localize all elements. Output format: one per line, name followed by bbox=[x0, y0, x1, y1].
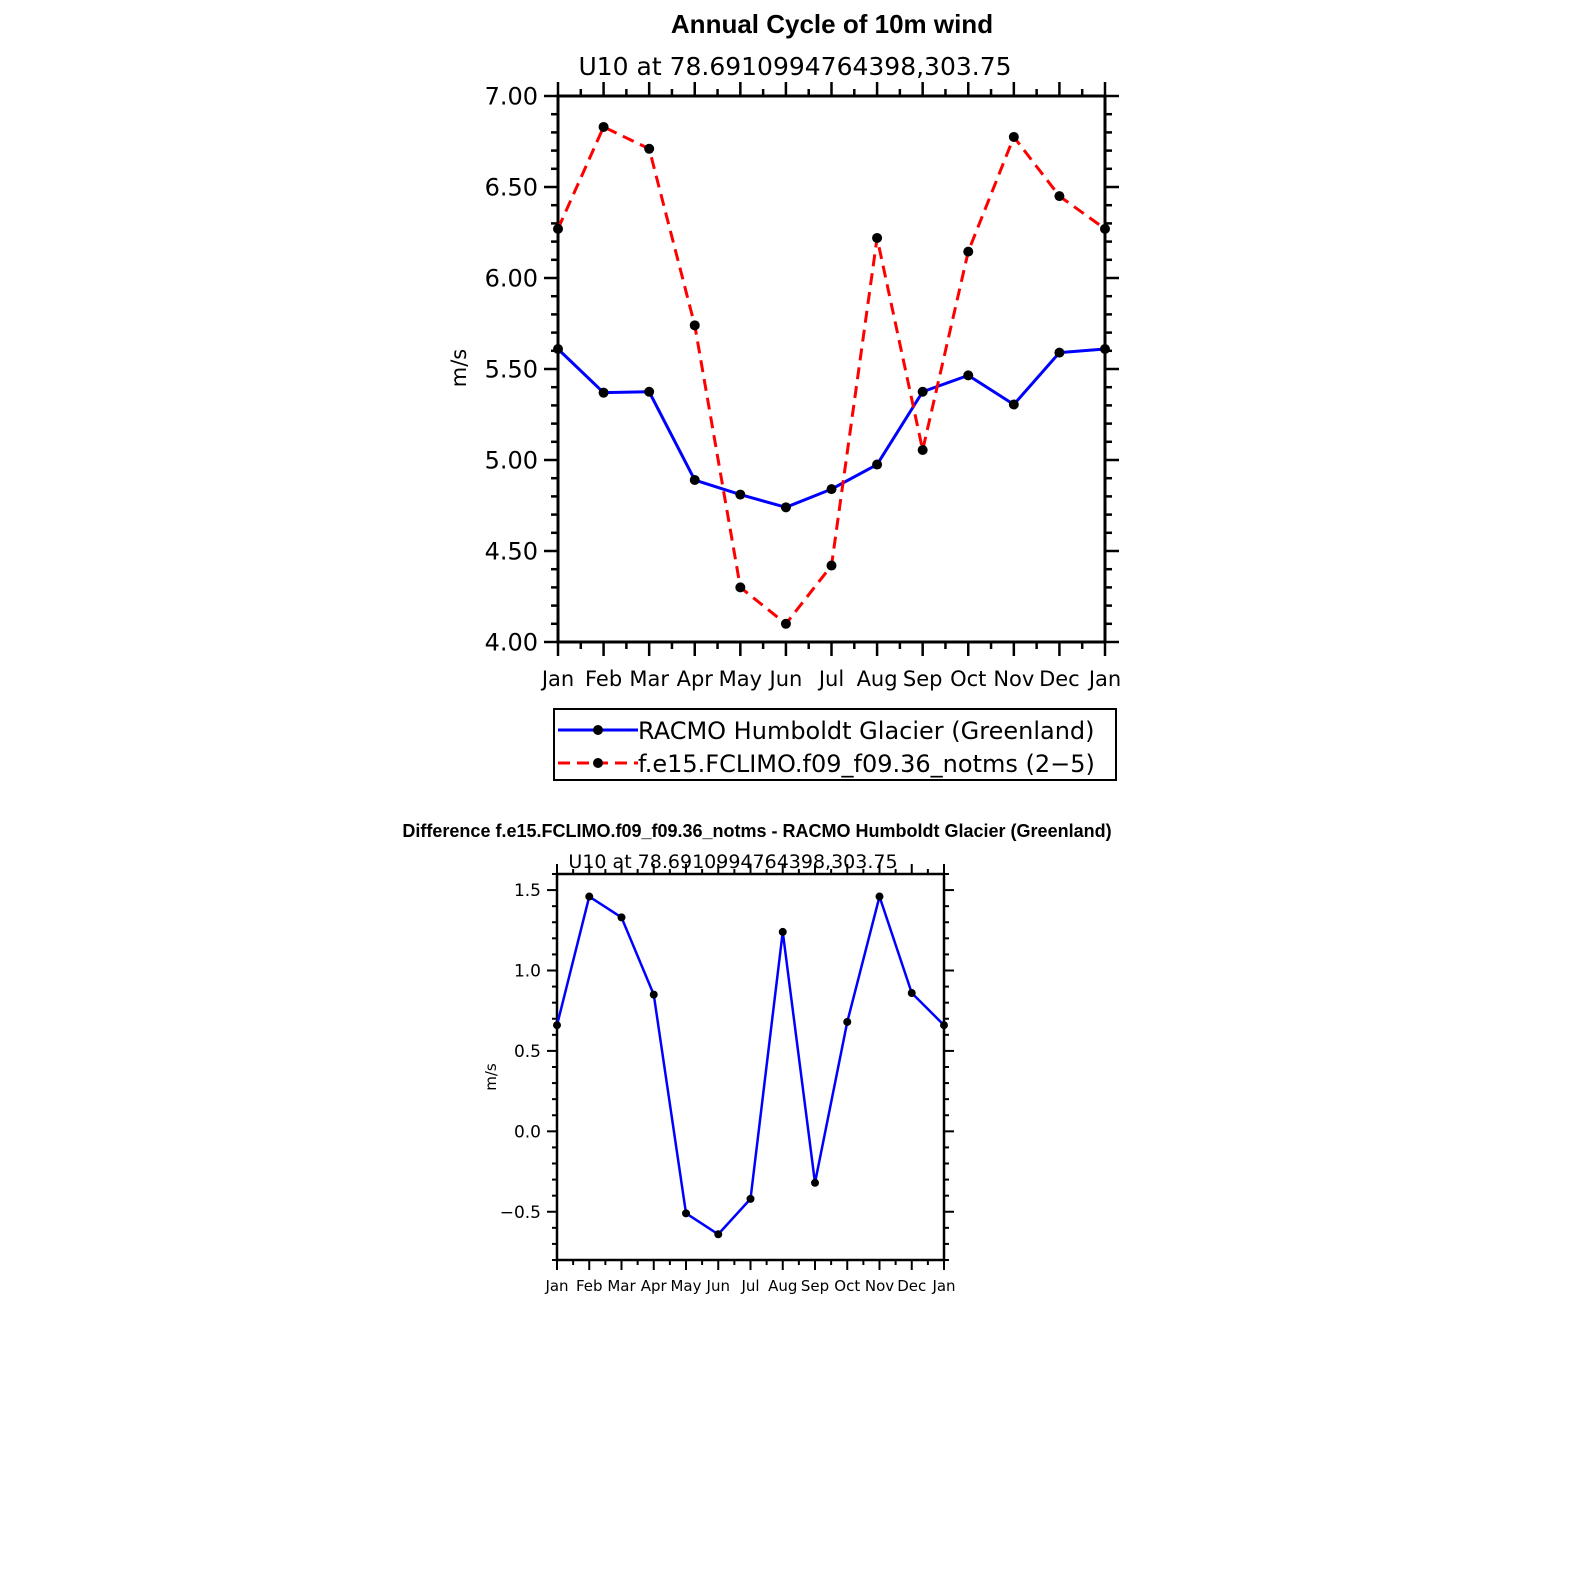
chart1-ytick-label: 4.00 bbox=[485, 629, 538, 657]
chart2-series-1-point bbox=[617, 913, 626, 922]
chart2-plot: Jan Feb Mar Apr May Jun Jul Aug Sep Oct Nov Dec Jan −… bbox=[500, 864, 956, 1295]
chart1-xtick-label: Jul bbox=[817, 667, 844, 691]
chart1-series-2-point bbox=[1054, 191, 1065, 202]
chart2-title: Difference f.e15.FCLIMO.f09_f09.36_notms… bbox=[402, 821, 1111, 841]
chart1-xtick-label: Apr bbox=[677, 667, 714, 691]
chart1-series-1-point bbox=[872, 459, 883, 470]
chart1-xtick-label: Mar bbox=[629, 667, 669, 691]
chart2-series-1-point bbox=[746, 1194, 755, 1203]
chart2-xtick-label: Jan bbox=[931, 1277, 955, 1295]
chart2-series-1-line bbox=[555, 895, 945, 1236]
chart1-xtick-label: Jan bbox=[1087, 667, 1121, 691]
chart2-series-1-point bbox=[585, 892, 594, 901]
chart2-series-1-point bbox=[843, 1017, 852, 1026]
chart1-series-1-point bbox=[1054, 347, 1065, 358]
chart1-xtick-label: Jun bbox=[768, 667, 803, 691]
chart2-series-1-point bbox=[907, 989, 916, 998]
chart1-series-2-point bbox=[1100, 223, 1110, 234]
chart1-ytick-label: 6.50 bbox=[485, 174, 538, 202]
chart1-xtick-label: Sep bbox=[903, 667, 943, 691]
chart1-plot: Jan Feb Mar Apr May Jun Jul Aug Sep Oct Nov Dec Jan4… bbox=[485, 82, 1121, 691]
legend-label-series1: RACMO Humboldt Glacier (Greenland) bbox=[638, 717, 1095, 745]
chart1-series-2-point bbox=[689, 320, 700, 331]
chart2-xtick-label: Sep bbox=[801, 1277, 829, 1295]
chart1-xtick-label: May bbox=[719, 667, 762, 691]
chart1-series-1-point bbox=[735, 489, 746, 500]
chart1-ytick-label: 4.50 bbox=[485, 538, 538, 566]
chart1-xtick-label: Feb bbox=[585, 667, 622, 691]
chart1-ytick-label: 7.00 bbox=[485, 83, 538, 111]
chart2-xtick-label: Apr bbox=[641, 1277, 668, 1295]
chart1-xtick-label: Jan bbox=[540, 667, 574, 691]
chart2-ytick-label: 0.0 bbox=[514, 1122, 541, 1142]
chart1-legend: RACMO Humboldt Glacier (Greenland) f.e15… bbox=[553, 708, 1117, 781]
chart1-series-1-point bbox=[644, 386, 655, 397]
chart2-ytick-label: 1.5 bbox=[514, 881, 541, 901]
chart2-series-1-point bbox=[875, 892, 884, 901]
chart1-series-2-point bbox=[644, 143, 655, 154]
chart1-series-1-point bbox=[689, 475, 700, 486]
chart2-series-1-point bbox=[714, 1230, 723, 1239]
chart2-xtick-label: Mar bbox=[607, 1277, 636, 1295]
chart1-series-1-point bbox=[780, 502, 791, 513]
chart1-xtick-label: Nov bbox=[993, 667, 1034, 691]
chart1-subtitle: U10 at 78.6910994764398,303.75 bbox=[578, 52, 1011, 81]
chart1-xtick-label: Aug bbox=[857, 667, 898, 691]
chart2-series-1-point bbox=[811, 1178, 819, 1187]
chart2-ytick-label: 1.0 bbox=[514, 962, 541, 982]
chart1-series-2-point bbox=[553, 223, 563, 234]
chart2-series-1-point bbox=[553, 1021, 561, 1030]
chart1-series-1-point bbox=[1008, 399, 1019, 410]
chart1-series-2-point bbox=[598, 121, 609, 132]
chart2-ytick-label: −0.5 bbox=[500, 1203, 541, 1223]
chart2-ytick-label: 0.5 bbox=[514, 1042, 541, 1062]
chart2-series-1-point bbox=[649, 990, 658, 999]
chart1-xtick-label: Oct bbox=[950, 667, 986, 691]
chart1-series-2-line bbox=[556, 125, 1106, 626]
chart1-series-1-point bbox=[917, 386, 928, 397]
chart1-series-1-point bbox=[963, 370, 974, 381]
legend-box bbox=[553, 708, 1117, 781]
chart2-series-1-point bbox=[682, 1209, 690, 1218]
chart1-series-1-point bbox=[598, 387, 609, 398]
chart2-ylabel: m/s bbox=[482, 1063, 500, 1091]
chart2-xtick-label: Jul bbox=[740, 1277, 759, 1295]
chart1-ytick-label: 5.00 bbox=[485, 447, 538, 475]
legend-marker-series2 bbox=[593, 758, 603, 768]
legend-label-series2: f.e15.FCLIMO.f09_f09.36_notms (2−5) bbox=[638, 750, 1095, 778]
chart1-series-2-point bbox=[1008, 131, 1019, 142]
chart2-xtick-label: Aug bbox=[768, 1277, 797, 1295]
chart2-xtick-label: Feb bbox=[576, 1277, 603, 1295]
chart1-series-2-point bbox=[963, 246, 974, 257]
chart1-xtick-label: Dec bbox=[1039, 667, 1080, 691]
chart2-xtick-label: Jun bbox=[706, 1277, 730, 1295]
chart1-series-2-point bbox=[826, 560, 837, 571]
chart2-xtick-label: Oct bbox=[834, 1277, 860, 1295]
chart1-ytick-label: 5.50 bbox=[485, 356, 538, 384]
chart2-series-1-point bbox=[940, 1021, 948, 1030]
legend-marker-series1 bbox=[593, 725, 603, 735]
chart2-xtick-label: Dec bbox=[897, 1277, 926, 1295]
chart1-title: Annual Cycle of 10m wind bbox=[671, 9, 993, 39]
chart1-ytick-label: 6.00 bbox=[485, 265, 538, 293]
chart1-series-2-point bbox=[917, 444, 928, 455]
chart2-xtick-label: May bbox=[670, 1277, 701, 1295]
chart2-xtick-label: Nov bbox=[865, 1277, 894, 1295]
chart1-series-1-point bbox=[1100, 343, 1110, 354]
chart1-series-2-point bbox=[735, 582, 746, 593]
chart1-series-2-point bbox=[780, 618, 791, 629]
chart2-xtick-label: Jan bbox=[544, 1277, 568, 1295]
chart1-series-1-point bbox=[826, 484, 837, 495]
chart1-series-2-point bbox=[872, 232, 883, 243]
chart2-series-1-point bbox=[778, 927, 787, 936]
chart1-series-1-point bbox=[553, 343, 563, 354]
chart1-series-1-line bbox=[556, 347, 1106, 509]
chart1-ylabel: m/s bbox=[447, 349, 471, 387]
